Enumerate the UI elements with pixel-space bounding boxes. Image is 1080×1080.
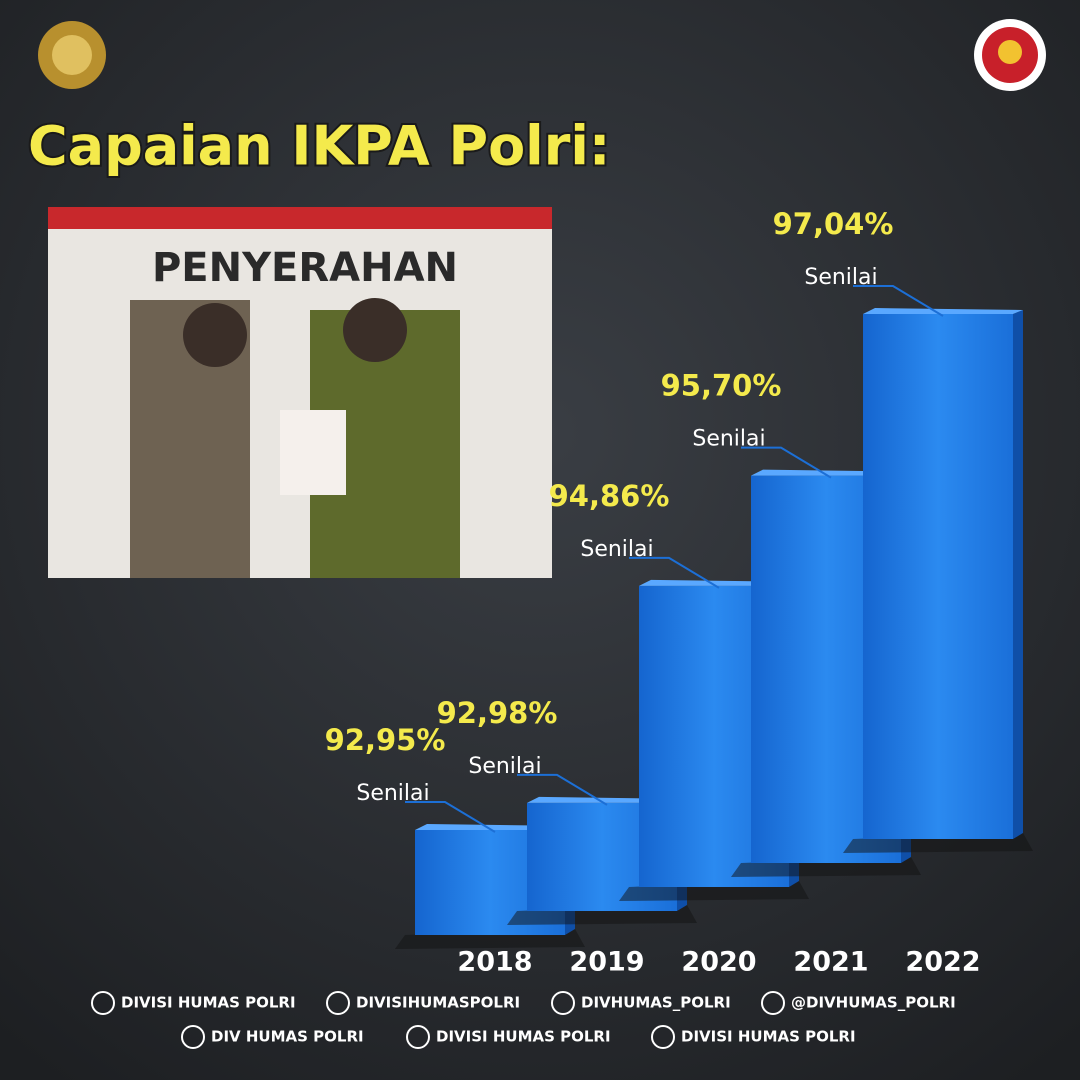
x-tick-label: 2021 <box>793 947 868 978</box>
value-label: 94,86% <box>549 479 670 513</box>
social-icon <box>326 991 350 1015</box>
leader-line <box>517 773 608 806</box>
bar-top <box>863 308 1023 314</box>
annotation: Senilai <box>468 754 541 779</box>
social-icon <box>181 1025 205 1049</box>
social-icon <box>91 991 115 1015</box>
social-icon <box>651 1025 675 1049</box>
social-handle: DIVISI HUMAS POLRI <box>681 1028 856 1046</box>
social-handle: DIVISI HUMAS POLRI <box>436 1028 611 1046</box>
annotation: Senilai <box>804 265 877 290</box>
annotation: Senilai <box>692 427 765 452</box>
x-tick-label: 2022 <box>905 947 980 978</box>
x-tick-label: 2020 <box>681 947 756 978</box>
value-label: 92,95% <box>325 723 446 757</box>
social-handle: DIVISIHUMASPOLRI <box>356 994 520 1012</box>
leader-line <box>741 446 832 479</box>
value-label: 97,04% <box>773 207 894 241</box>
logo-right <box>974 19 1046 91</box>
value-label: 95,70% <box>661 369 782 403</box>
logo-left <box>38 21 106 89</box>
annotation: Senilai <box>356 781 429 806</box>
social-handle: DIV HUMAS POLRI <box>211 1028 364 1046</box>
value-label: 92,98% <box>437 696 558 730</box>
x-tick-label: 2019 <box>569 947 644 978</box>
bar <box>863 314 1013 839</box>
leader-line <box>853 285 944 317</box>
social-icon <box>761 991 785 1015</box>
social-handle: @DIVHUMAS_POLRI <box>791 994 956 1012</box>
x-tick-label: 2018 <box>457 947 532 978</box>
social-icon <box>406 1025 430 1049</box>
title: Capaian IKPA Polri: <box>28 115 610 178</box>
annotation: Senilai <box>580 537 653 562</box>
social-handle: DIVISI HUMAS POLRI <box>121 994 296 1012</box>
footer: DIVISI HUMAS POLRI DIVISIHUMASPOLRI DIVHUM… <box>91 991 956 1049</box>
chart: 92,95% Senilai 2018 92,98% Senilai 2019 94,86%… <box>325 207 1033 978</box>
social-handle: DIVHUMAS_POLRI <box>581 994 731 1012</box>
photo: PENYERAHAN <box>48 207 552 578</box>
leader-line <box>629 556 720 589</box>
social-icon <box>551 991 575 1015</box>
bar-side <box>1013 310 1023 839</box>
photo-caption: PENYERAHAN <box>152 245 458 291</box>
leader-line <box>405 801 496 833</box>
